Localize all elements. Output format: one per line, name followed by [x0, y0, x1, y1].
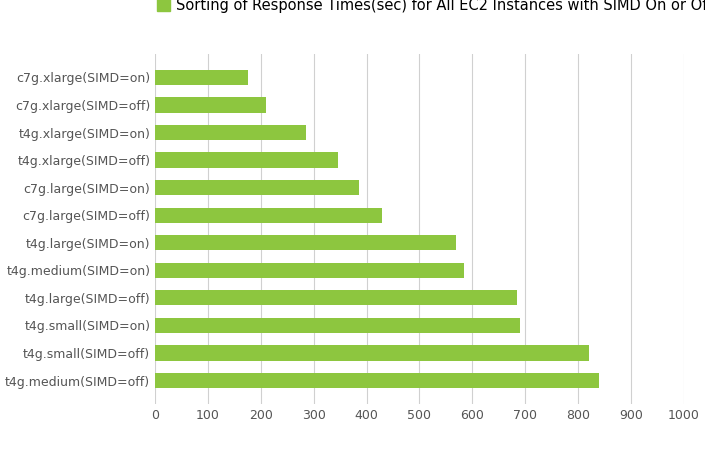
Bar [155, 373, 599, 388]
Bar [155, 207, 382, 223]
Legend: Sorting of Response Times(sec) for All EC2 Instances with SIMD On or Off: Sorting of Response Times(sec) for All E… [157, 0, 705, 13]
Bar [155, 263, 465, 278]
Bar [155, 235, 457, 251]
Bar [155, 97, 266, 113]
Bar [155, 125, 306, 140]
Bar [155, 153, 338, 167]
Bar [155, 345, 589, 361]
Bar [155, 70, 247, 85]
Bar [155, 180, 359, 195]
Bar [155, 291, 517, 305]
Bar [155, 318, 520, 333]
